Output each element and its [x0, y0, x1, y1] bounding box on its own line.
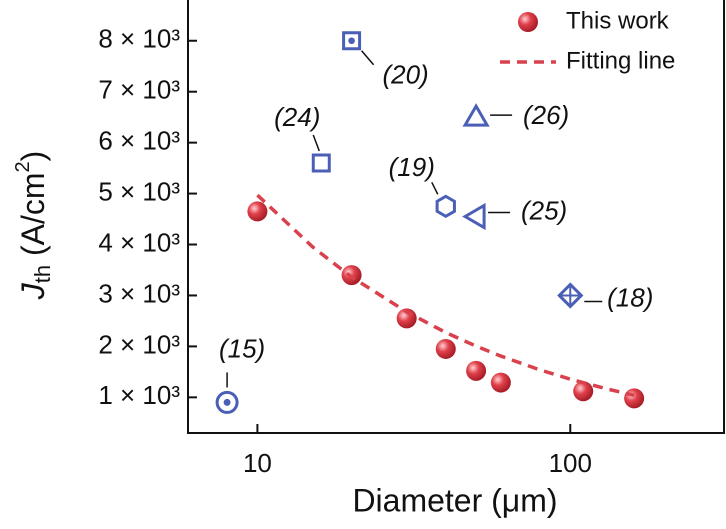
reference-marker	[557, 282, 584, 309]
data-point	[573, 381, 594, 402]
leader-line	[312, 134, 320, 152]
marker-shape	[435, 194, 456, 219]
reference-label: (20)	[382, 60, 428, 90]
marker-shape	[311, 153, 331, 173]
y-tick-label: 1 × 10³	[98, 380, 180, 410]
fit-line	[256, 193, 635, 398]
reference-marker	[311, 153, 331, 173]
data-point	[466, 360, 487, 381]
y-title-sup: 2	[12, 161, 34, 172]
x-axis-title: Diameter (μm)	[352, 482, 557, 518]
reference-marker	[215, 390, 239, 414]
y-tick-label: 3 × 10³	[98, 278, 180, 308]
legend-marker	[518, 12, 538, 32]
y-axis-title: Jth (A/cm2)	[12, 151, 55, 301]
y-tick-label: 7 × 10³	[98, 75, 180, 105]
reference-label: (18)	[607, 282, 653, 312]
data-point	[490, 372, 511, 393]
reference-label: (19)	[389, 152, 435, 182]
reference-label: (15)	[219, 333, 265, 363]
leader-line	[361, 50, 375, 66]
reference-marker	[435, 194, 456, 219]
legend-label: Fitting line	[566, 47, 675, 74]
reference-marker	[342, 31, 362, 51]
reference-label: (24)	[274, 102, 320, 132]
legend-label: This work	[566, 7, 670, 34]
marker-shape	[462, 103, 490, 127]
axis-frame	[187, 0, 725, 434]
y-tick-label: 2 × 10³	[98, 329, 180, 359]
marker-dot	[223, 398, 231, 406]
marker-plus	[559, 284, 582, 307]
y-tick-label: 5 × 10³	[98, 176, 180, 206]
marker-shape	[342, 31, 362, 51]
y-title-unit: (A/cm	[15, 172, 51, 264]
leader-line	[431, 181, 439, 195]
reference-label: (26)	[523, 100, 569, 130]
y-tick-label: 8 × 10³	[98, 24, 180, 54]
reference-marker	[462, 202, 486, 231]
y-title-main: J	[15, 282, 51, 300]
data-point	[435, 338, 456, 359]
y-title-end: )	[15, 151, 51, 162]
x-tick-label: 100	[549, 448, 592, 478]
data-point	[247, 201, 268, 222]
reference-label: (25)	[521, 195, 567, 225]
marker-shape	[215, 390, 239, 414]
marker-shape	[462, 202, 486, 231]
y-title-sub: th	[30, 265, 55, 283]
marker-dot	[348, 37, 355, 45]
reference-marker	[462, 103, 490, 127]
data-point	[624, 388, 645, 409]
x-tick-label: 10	[243, 448, 272, 478]
y-tick-label: 6 × 10³	[98, 126, 180, 156]
y-tick-label: 4 × 10³	[98, 227, 180, 257]
